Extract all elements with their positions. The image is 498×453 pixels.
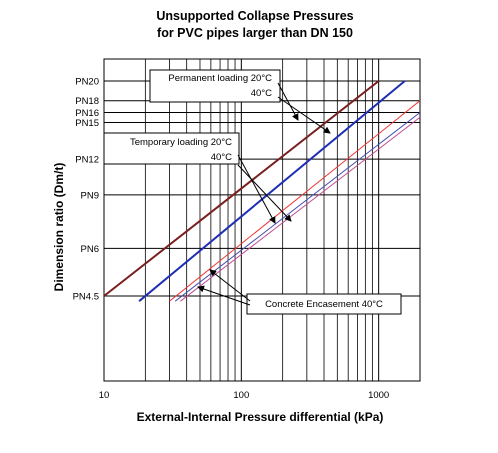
temporary-loading-note-text: Temporary loading 20°C <box>130 137 232 148</box>
annotation-arrow <box>237 164 292 222</box>
y-tick-label: PN20 <box>75 77 99 88</box>
y-tick-label: PN9 <box>81 190 99 201</box>
series-line <box>138 80 406 302</box>
y-tick-label: PN12 <box>75 155 99 166</box>
annotation-arrow <box>209 269 251 302</box>
annotation-arrow <box>197 285 251 306</box>
chart-subtitle: for PVC pipes larger than DN 150 <box>157 26 353 40</box>
concrete-encasement-note-text: Concrete Encasement 40°C <box>265 299 383 310</box>
series-line <box>169 100 420 302</box>
permanent-loading-note-text: Permanent loading 20°C <box>168 73 272 84</box>
x-tick-label: 1000 <box>368 390 389 401</box>
x-tick-label: 10 <box>99 390 110 401</box>
series-line <box>104 80 380 297</box>
series-line <box>180 116 420 302</box>
chart-title: Unsupported Collapse Pressures <box>156 9 353 23</box>
plot-frame <box>103 58 421 382</box>
annotation-arrow <box>277 96 331 134</box>
permanent-loading-note-text: 40°C <box>251 88 272 99</box>
series-group <box>104 80 420 302</box>
annotation-arrow <box>277 82 299 121</box>
temporary-loading-note-box <box>103 132 240 165</box>
temporary-loading-note-text: 40°C <box>211 152 232 163</box>
y-tick-label: PN4.5 <box>73 292 99 303</box>
y-tick-label: PN16 <box>75 108 99 119</box>
permanent-loading-note-box <box>149 69 281 103</box>
y-tick-label: PN15 <box>75 118 99 129</box>
y-axis-title: Dimension ratio (Dm/t) <box>52 163 66 292</box>
y-tick-label: PN6 <box>81 244 99 255</box>
y-tick-label: PN18 <box>75 96 99 107</box>
annotation-arrow <box>237 154 276 224</box>
x-tick-label: 100 <box>233 390 249 401</box>
x-axis-title: External-Internal Pressure differential … <box>137 410 384 424</box>
